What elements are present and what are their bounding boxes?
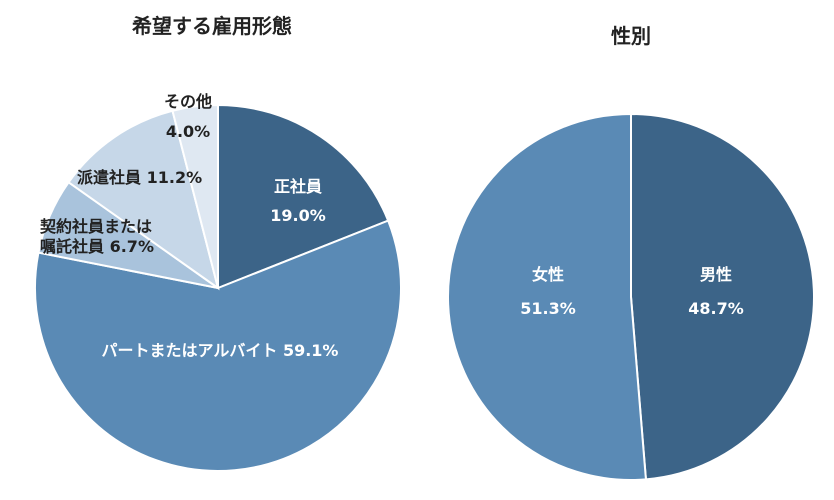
slice-labels: 正社員 19.0% パートまたはアルバイト 59.1% 契約社員または 嘱託社員… <box>39 92 338 360</box>
slice-label-sonota: その他 <box>164 92 212 111</box>
slice-labels: 男性 48.7% 女性 51.3% <box>520 265 744 318</box>
pie-slice-3 <box>67 109 220 291</box>
employment-type-pie-chart: 希望する雇用形態 正社員 19.0% パートまたはアルバイト 59.1% 契約社… <box>34 14 402 472</box>
slice-value-sonota: 4.0% <box>166 122 210 141</box>
slice-label-seishain: 正社員 <box>274 177 322 196</box>
slice-label-male: 男性 <box>700 265 732 284</box>
slice-label-shokutaku: 嘱託社員 <box>40 237 104 256</box>
chart-title: 希望する雇用形態 <box>132 14 292 38</box>
pie-slice-1 <box>447 112 648 481</box>
slice-value-keiyaku: 6.7% <box>110 237 154 256</box>
pie-slices <box>34 103 402 472</box>
slice-label-part-baito: パートまたはアルバイト 59.1% <box>102 341 339 360</box>
slice-label-haken: 派遣社員 11.2% <box>77 168 202 187</box>
slice-value-male: 48.7% <box>688 299 744 318</box>
slice-value-haken: 11.2% <box>147 168 203 187</box>
slice-label-haken-name: 派遣社員 <box>77 168 141 187</box>
slice-label-female: 女性 <box>532 265 564 284</box>
slice-label-keiyaku-line2: 嘱託社員 6.7% <box>40 237 154 256</box>
pie-slice-1 <box>34 219 402 472</box>
chart-title: 性別 <box>611 24 651 48</box>
pie-slice-0 <box>217 103 390 290</box>
slice-value-female: 51.3% <box>520 299 576 318</box>
slice-label-part-baito-name: パートまたはアルバイト <box>102 341 278 360</box>
pie-slice-0 <box>630 112 815 481</box>
pie-slices <box>447 112 815 481</box>
slice-value-part-baito: 59.1% <box>283 341 339 360</box>
slice-value-seishain: 19.0% <box>270 206 326 225</box>
slice-label-keiyaku: 契約社員または <box>39 217 152 236</box>
pie-slice-4 <box>171 103 219 289</box>
gender-pie-chart: 性別 男性 48.7% 女性 51.3% <box>447 24 815 481</box>
